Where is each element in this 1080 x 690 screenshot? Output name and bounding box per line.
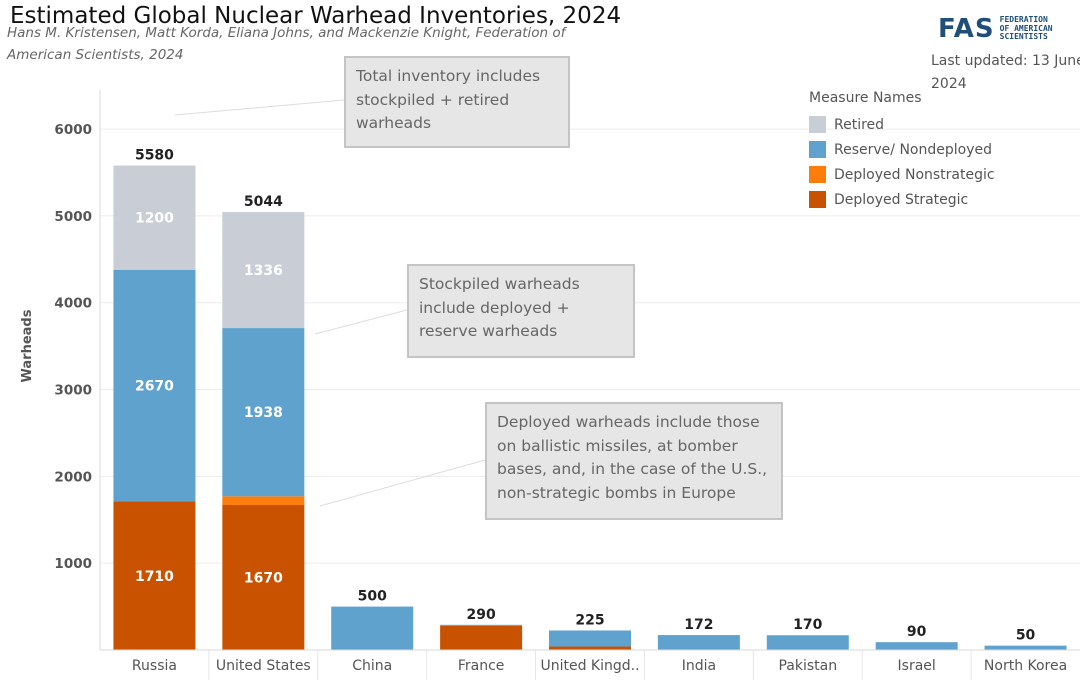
legend-swatch <box>809 166 826 183</box>
bar-segment-reserve-nondeployed <box>549 630 631 647</box>
chart-title: Estimated Global Nuclear Warhead Invento… <box>10 3 622 29</box>
bar-segment-deployed-nonstrategic <box>222 496 305 506</box>
bar-segment-deployed-strategic <box>113 501 196 650</box>
logo-text: FEDERATION OF AMERICAN SCIENTISTS <box>1000 16 1053 42</box>
bar-segment-reserve-nondeployed <box>875 642 958 650</box>
segment-value-label: 2670 <box>135 379 174 395</box>
legend: Measure Names Retired Reserve/ Nondeploy… <box>809 90 995 212</box>
legend-label: Reserve/ Nondeployed <box>834 141 992 158</box>
bar-segment-deployed-strategic <box>440 625 523 650</box>
legend-label: Deployed Nonstrategic <box>834 166 995 183</box>
total-value-label: 50 <box>1016 628 1036 644</box>
x-tick-label: North Korea <box>984 658 1067 674</box>
legend-title: Measure Names <box>809 90 922 106</box>
x-tick-label: India <box>682 658 716 674</box>
legend-item-deployed-strategic[interactable]: Deployed Strategic <box>809 187 995 212</box>
x-tick-label: Russia <box>132 658 177 674</box>
segment-value-label: 1710 <box>135 569 174 585</box>
x-tick-label: Israel <box>898 658 936 674</box>
legend-item-retired[interactable]: Retired <box>809 112 995 137</box>
legend-item-reserve[interactable]: Reserve/ Nondeployed <box>809 137 995 162</box>
annotation-leader-line <box>319 459 486 507</box>
annotation-leader-line <box>314 309 408 335</box>
chart-subtitle: Hans M. Kristensen, Matt Korda, Eliana J… <box>7 25 566 63</box>
segment-value-label: 1938 <box>244 405 283 421</box>
y-axis: 1000 2000 3000 4000 5000 6000 <box>54 90 101 650</box>
bar-segment-reserve-nondeployed <box>766 635 849 650</box>
y-tick-label: 4000 <box>54 296 92 312</box>
segment-value-label: 1670 <box>244 571 283 587</box>
total-value-label: 290 <box>466 607 495 623</box>
x-tick-label: China <box>352 658 392 674</box>
annotation-deployed: Deployed warheads include those on balli… <box>485 402 783 520</box>
bar-segment-reserve-nondeployed <box>657 635 740 650</box>
logo-line: SCIENTISTS <box>999 32 1048 42</box>
bar-segment-reserve-nondeployed <box>440 624 523 626</box>
legend-label: Retired <box>834 116 885 133</box>
total-value-label: 5044 <box>244 194 283 210</box>
logo-mark: FAS <box>938 14 995 44</box>
y-tick-label: 2000 <box>54 469 92 485</box>
bar-segment-deployed-strategic <box>549 646 631 650</box>
total-value-label: 90 <box>907 624 927 640</box>
annotation-leader-line <box>174 99 345 116</box>
total-value-label: 172 <box>684 617 713 633</box>
legend-swatch <box>809 116 826 133</box>
segment-value-label: 1336 <box>244 263 283 279</box>
legend-label: Deployed Strategic <box>834 191 969 208</box>
y-tick-label: 3000 <box>54 383 92 399</box>
total-value-label: 170 <box>793 617 822 633</box>
annotation-total-inventory: Total inventory includes stockpiled + re… <box>344 56 570 148</box>
x-tick-label: United States <box>216 658 311 674</box>
bar-segment-retired <box>113 165 196 270</box>
y-axis-label: Warheads <box>20 309 35 382</box>
bar-segment-deployed-strategic <box>222 505 305 650</box>
bars: 1710 2670 1200 5580 1670 1938 1336 5044 500 290 22… <box>113 148 1067 650</box>
logo-line: OF AMERICAN <box>999 23 1053 33</box>
y-tick-label: 6000 <box>54 122 92 138</box>
fas-logo[interactable]: FAS FEDERATION OF AMERICAN SCIENTISTS <box>938 14 1053 44</box>
bar-segment-reserve-nondeployed <box>331 606 414 650</box>
total-value-label: 5580 <box>135 148 174 164</box>
bar-segment-retired <box>222 212 305 329</box>
last-updated: Last updated: 13 June 2024 <box>931 53 1080 92</box>
annotation-stockpiled: Stockpiled warheads include deployed + r… <box>407 264 635 358</box>
total-value-label: 225 <box>575 612 604 628</box>
legend-swatch <box>809 141 826 158</box>
y-tick-label: 5000 <box>54 209 92 225</box>
annotation-leader-lines <box>174 99 486 507</box>
bar-segment-reserve-nondeployed <box>113 269 196 502</box>
y-tick-label: 1000 <box>54 556 92 572</box>
total-value-label: 500 <box>358 589 387 605</box>
bar-segment-reserve-nondeployed <box>984 645 1067 650</box>
x-tick-label: Pakistan <box>778 658 837 674</box>
x-axis: Russia United States China France United Kin… <box>100 649 1080 680</box>
x-tick-label: United Kingd.. <box>540 658 639 674</box>
bar-segment-reserve-nondeployed <box>222 328 305 497</box>
logo-line: FEDERATION <box>999 15 1048 25</box>
legend-swatch <box>809 191 826 208</box>
x-tick-label: France <box>458 658 505 674</box>
legend-item-deployed-nonstrategic[interactable]: Deployed Nonstrategic <box>809 162 995 187</box>
segment-value-label: 1200 <box>135 211 174 227</box>
